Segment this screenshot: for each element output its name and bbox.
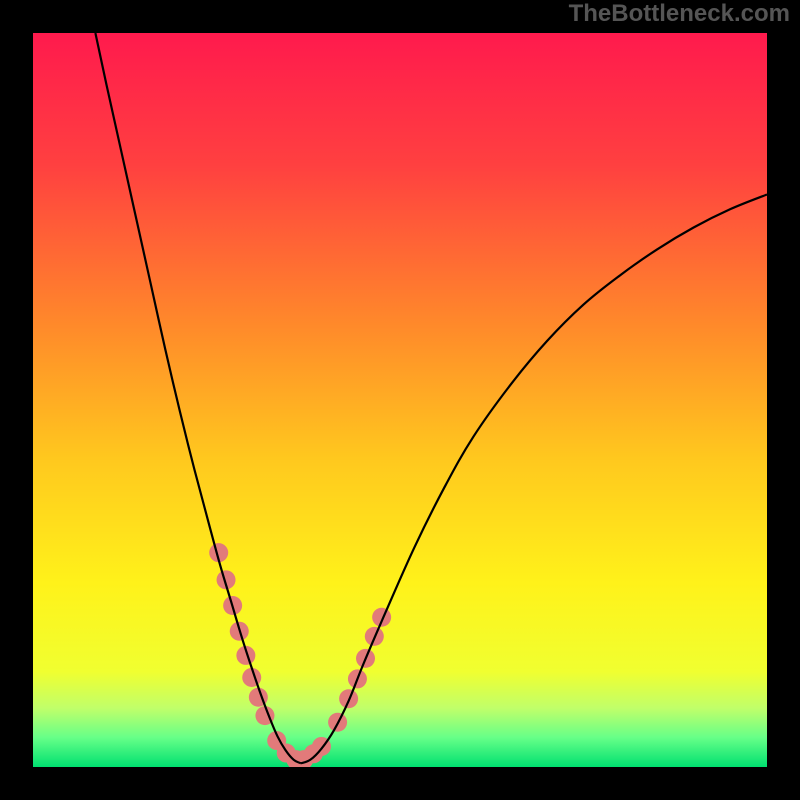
- chart-container: TheBottleneck.com: [0, 0, 800, 800]
- plot-area: [33, 33, 767, 767]
- chart-svg: [33, 33, 767, 767]
- gradient-background: [33, 33, 767, 767]
- watermark-text: TheBottleneck.com: [569, 0, 790, 28]
